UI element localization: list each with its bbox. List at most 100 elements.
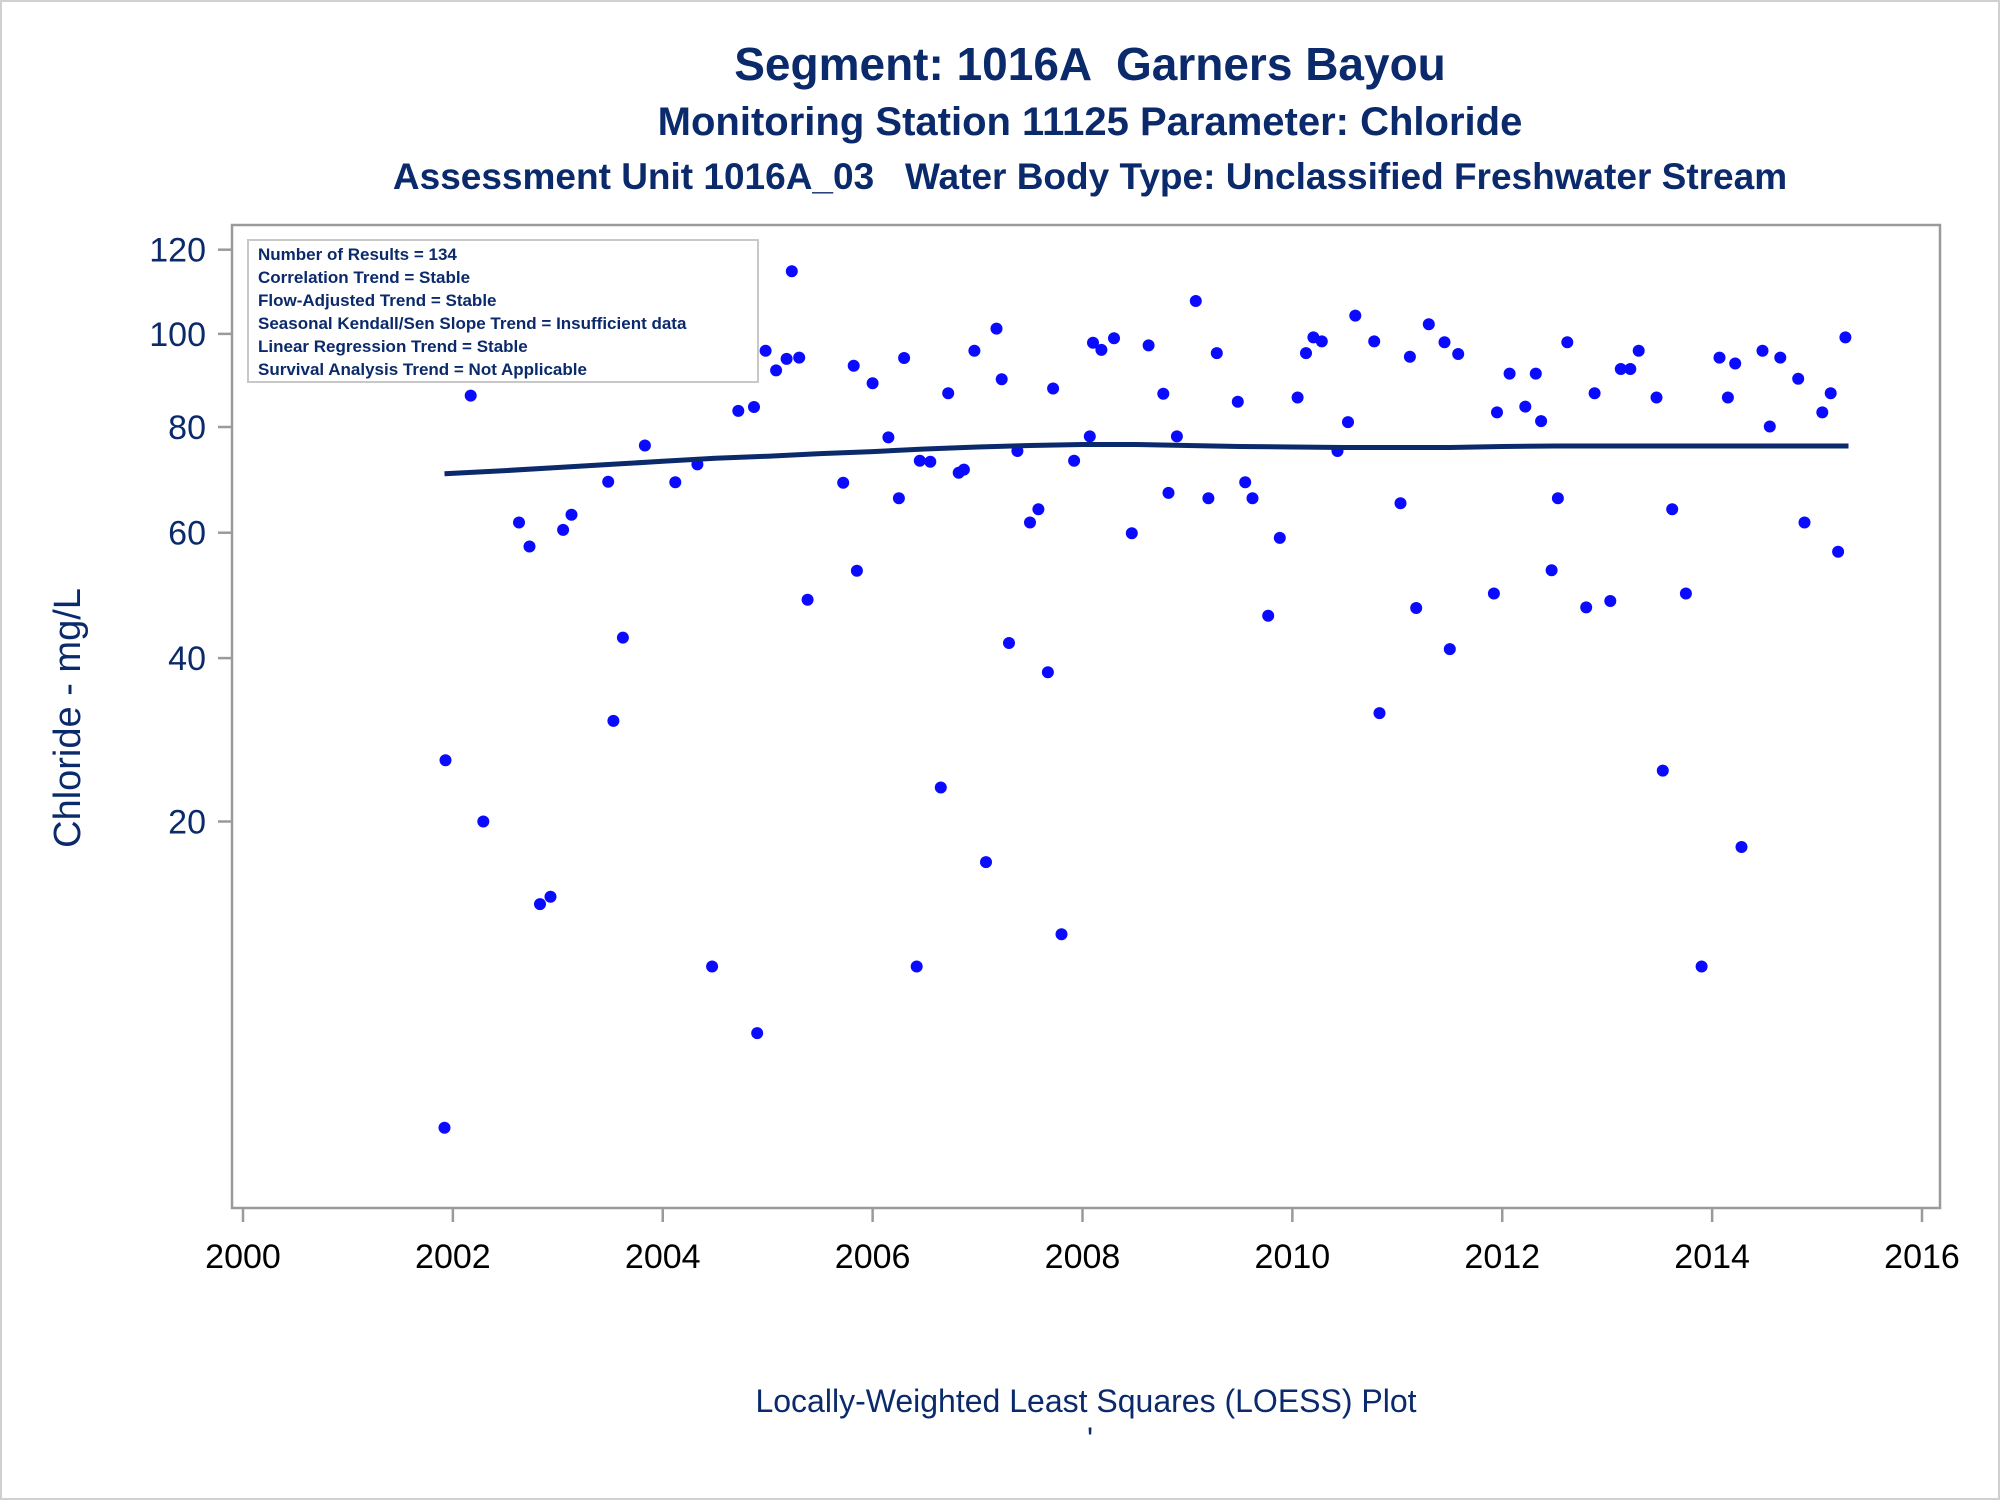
- data-point: [1003, 637, 1015, 649]
- data-point: [785, 265, 798, 278]
- data-point: [1561, 336, 1574, 349]
- x-tick-label: 2004: [625, 1238, 701, 1276]
- data-point: [882, 431, 895, 444]
- data-point: [1545, 564, 1558, 577]
- data-point: [1529, 367, 1542, 380]
- y-tick-label: 40: [168, 640, 206, 678]
- x-tick-label: 2012: [1464, 1238, 1540, 1276]
- data-point: [1202, 492, 1215, 505]
- data-point: [732, 404, 745, 417]
- data-point: [1422, 318, 1435, 331]
- y-tick-label: 100: [149, 316, 206, 354]
- data-point: [793, 351, 806, 364]
- data-point: [1162, 486, 1175, 499]
- x-tick-label: 2002: [415, 1238, 491, 1276]
- data-point: [1729, 357, 1742, 370]
- data-point: [748, 401, 760, 413]
- data-point: [1656, 764, 1669, 777]
- data-point: [1373, 707, 1386, 720]
- data-point: [1679, 587, 1692, 600]
- data-point: [638, 439, 651, 452]
- legend-entry: Number of Results = 134: [258, 245, 457, 264]
- x-tick-label: 2000: [205, 1238, 281, 1276]
- data-point: [1650, 391, 1663, 404]
- data-point: [557, 523, 570, 536]
- data-point: [1798, 516, 1811, 529]
- data-point: [837, 476, 850, 489]
- legend: Number of Results = 134 Correlation Trend…: [247, 239, 759, 383]
- data-point: [1041, 666, 1054, 679]
- data-point: [942, 387, 955, 400]
- data-point: [1588, 387, 1601, 400]
- legend-entry: Flow-Adjusted Trend = Stable: [258, 291, 497, 310]
- x-tick-label: 2006: [835, 1238, 911, 1276]
- data-point: [995, 373, 1008, 386]
- data-point: [1142, 339, 1155, 352]
- data-point: [477, 815, 490, 828]
- data-point: [990, 322, 1003, 335]
- data-point: [1403, 350, 1416, 363]
- chart-subtitle-2: Assessment Unit 1016A_03 Water Body Type…: [392, 156, 1788, 197]
- data-point: [957, 463, 970, 476]
- data-point: [924, 455, 937, 468]
- data-point: [1394, 497, 1407, 510]
- data-point: [1239, 476, 1252, 489]
- data-point: [759, 344, 772, 357]
- loess-curve: [444, 442, 1849, 477]
- data-point: [1452, 348, 1465, 360]
- data-point: [1632, 344, 1645, 357]
- x-tick-label: 2010: [1255, 1238, 1331, 1276]
- data-point: [1551, 492, 1564, 505]
- legend-entry: Linear Regression Trend = Stable: [258, 337, 528, 356]
- data-point: [1735, 841, 1748, 853]
- data-point: [892, 492, 905, 505]
- data-point: [801, 593, 814, 606]
- data-point: [1068, 454, 1081, 467]
- data-point: [1291, 391, 1304, 404]
- data-point: [780, 352, 793, 365]
- legend-box: [247, 239, 759, 383]
- data-point: [1491, 406, 1503, 419]
- data-point: [1125, 527, 1138, 540]
- x-tick-label: 2008: [1045, 1238, 1121, 1276]
- data-point: [1604, 595, 1617, 607]
- data-point: [1024, 516, 1036, 529]
- data-point: [1519, 400, 1532, 413]
- data-point: [464, 389, 477, 402]
- data-point: [1614, 363, 1627, 375]
- data-point: [910, 960, 923, 973]
- footnote: Locally-Weighted Least Squares (LOESS) P…: [755, 1383, 1416, 1419]
- data-point: [1300, 347, 1312, 360]
- data-point: [438, 1121, 451, 1134]
- data-point: [1047, 382, 1060, 395]
- data-point: [565, 508, 578, 521]
- legend-entry: Seasonal Kendall/Sen Slope Trend = Insuf…: [258, 314, 687, 333]
- data-point: [968, 344, 981, 357]
- data-point: [1487, 587, 1500, 600]
- data-point: [1721, 391, 1734, 404]
- y-tick-label: 80: [168, 409, 206, 447]
- data-point: [439, 754, 452, 767]
- data-point: [1763, 420, 1776, 433]
- data-point: [1824, 387, 1837, 400]
- data-point: [1624, 363, 1637, 375]
- data-point: [1083, 430, 1096, 443]
- y-tick-label: 60: [168, 515, 206, 553]
- data-point: [770, 364, 783, 377]
- data-point: [1666, 503, 1679, 516]
- data-point: [669, 476, 682, 489]
- x-tick-label: 2014: [1674, 1238, 1750, 1276]
- legend-entry: Survival Analysis Trend = Not Applicable: [258, 360, 587, 379]
- data-point: [1315, 335, 1328, 348]
- x-tick-label: 2016: [1884, 1238, 1960, 1276]
- plot-area: [230, 223, 1942, 1210]
- data-point: [1032, 503, 1045, 516]
- y-axis: 20 40 60 80 100 120: [149, 232, 232, 842]
- data-point: [898, 352, 911, 364]
- data-point: [847, 359, 860, 372]
- data-point: [1368, 335, 1381, 348]
- data-point: [1095, 343, 1108, 356]
- data-point: [866, 377, 879, 390]
